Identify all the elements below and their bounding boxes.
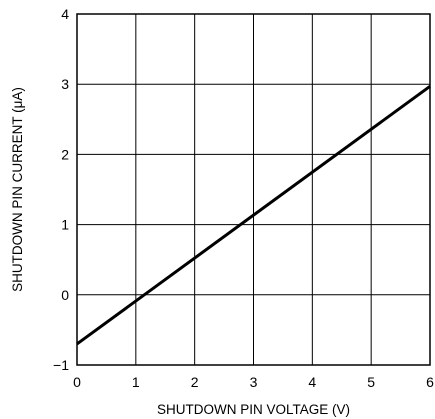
y-axis-label: SHUTDOWN PIN CURRENT (μA) [10, 87, 25, 292]
series-layer [76, 85, 431, 346]
x-tick-labels: 0 1 2 3 4 5 6 [73, 374, 434, 390]
y-tick-label: 2 [61, 146, 69, 162]
x-tick-label: 0 [73, 374, 81, 390]
x-tick-label: 3 [250, 374, 258, 390]
x-tick-label: 5 [367, 374, 375, 390]
y-tick-label: 3 [61, 76, 69, 92]
plot-frame [76, 13, 431, 366]
x-tick-label: 6 [426, 374, 434, 390]
y-tick-label: −1 [53, 357, 69, 373]
x-tick-label: 2 [191, 374, 199, 390]
y-tick-label: 4 [61, 6, 69, 22]
series-line [76, 85, 431, 346]
x-tick-label: 1 [132, 374, 140, 390]
y-tick-labels: −1 0 1 2 3 4 [53, 6, 69, 373]
x-axis-label: SHUTDOWN PIN VOLTAGE (V) [157, 402, 350, 417]
y-tick-label: 1 [61, 217, 69, 233]
y-tick-label: 0 [61, 287, 69, 303]
grid [77, 14, 430, 365]
x-tick-label: 4 [308, 374, 316, 390]
